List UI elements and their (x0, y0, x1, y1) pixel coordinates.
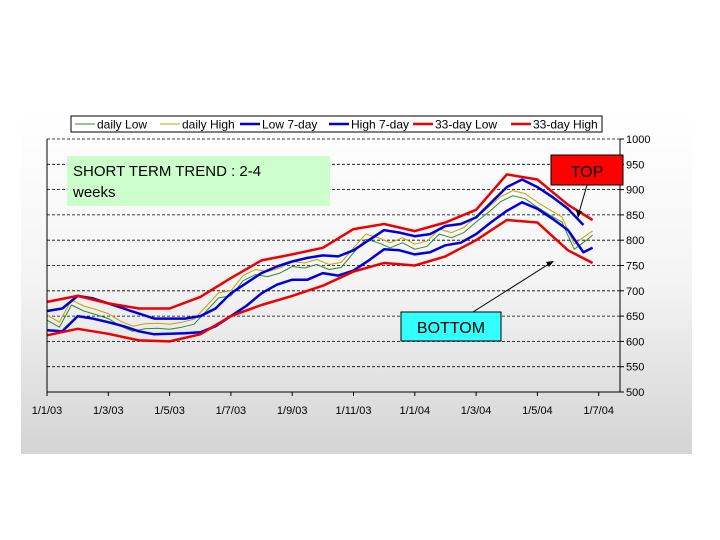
y-tick-label: 800 (626, 235, 644, 247)
top-arrowhead (576, 210, 582, 218)
y-tick-label: 500 (626, 387, 644, 399)
x-tick-label: 1/7/04 (583, 405, 614, 417)
trend-annotation: SHORT TERM TREND : 2-4 weeks (67, 156, 330, 206)
bottom-label: BOTTOM (417, 320, 485, 337)
y-tick-labels: 500 550 600 650 700 750 800 850 900 950 1000 (626, 134, 650, 399)
x-tick-label: 1/1/03 (32, 405, 63, 417)
legend-label-daily-high: daily High (182, 118, 235, 132)
y-tick-label: 950 (626, 159, 644, 171)
trend-text-line1: SHORT TERM TREND : 2-4 (73, 163, 261, 180)
x-tick-label: 1/5/03 (154, 405, 185, 417)
legend-label-33-day-high: 33-day High (533, 118, 598, 132)
series-line-high-7-day (46, 178, 585, 320)
trend-text-line2: weeks (72, 184, 116, 201)
x-tick-label: 1/3/04 (461, 405, 492, 417)
legend-label-daily-low: daily Low (97, 118, 147, 132)
trend-box (67, 156, 330, 206)
bottom-annotation: BOTTOM (400, 261, 554, 342)
series-line-33-day-high (46, 173, 594, 310)
series-line-daily-high (46, 190, 593, 327)
x-tick-label: 1/1/04 (400, 405, 431, 417)
top-annotation: TOP (550, 154, 624, 218)
y-tick-label: 750 (626, 261, 644, 273)
x-tick-label: 1/11/03 (336, 405, 372, 417)
y-tick-label: 900 (626, 185, 644, 197)
x-tick-labels: 1/1/03 1/3/03 1/5/03 1/7/03 1/9/03 1/11/03 1/1… (32, 405, 614, 417)
x-tick-label: 1/7/03 (216, 405, 247, 417)
y-tick-label: 700 (626, 286, 644, 298)
y-tick-label: 600 (626, 336, 644, 348)
legend-label-low-7-day: Low 7-day (262, 118, 317, 132)
legend-label-high-7-day: High 7-day (351, 118, 409, 132)
bottom-arrowhead (546, 261, 554, 267)
top-label: TOP (571, 164, 604, 181)
legend: daily Low daily High Low 7-day High 7-day 33… (70, 115, 603, 133)
x-tick-label: 1/3/03 (93, 405, 124, 417)
y-tick-label: 850 (626, 210, 644, 222)
x-tick-label: 1/5/04 (522, 405, 553, 417)
y-tick-label: 550 (626, 362, 644, 374)
bottom-arrow (472, 261, 553, 313)
series-lines (46, 173, 594, 343)
top-box (550, 154, 624, 186)
series-line-low-7-day (46, 201, 594, 336)
series-line-33-day-low (46, 218, 594, 343)
bottom-box (400, 311, 502, 342)
x-tick-label: 1/9/03 (277, 405, 308, 417)
y-tick-label: 650 (626, 311, 644, 323)
y-tick-label: 1000 (626, 134, 650, 146)
legend-label-33-day-low: 33-day Low (435, 118, 497, 132)
